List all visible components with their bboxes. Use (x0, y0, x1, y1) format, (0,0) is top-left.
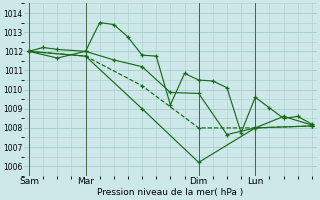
X-axis label: Pression niveau de la mer( hPa ): Pression niveau de la mer( hPa ) (97, 188, 244, 197)
